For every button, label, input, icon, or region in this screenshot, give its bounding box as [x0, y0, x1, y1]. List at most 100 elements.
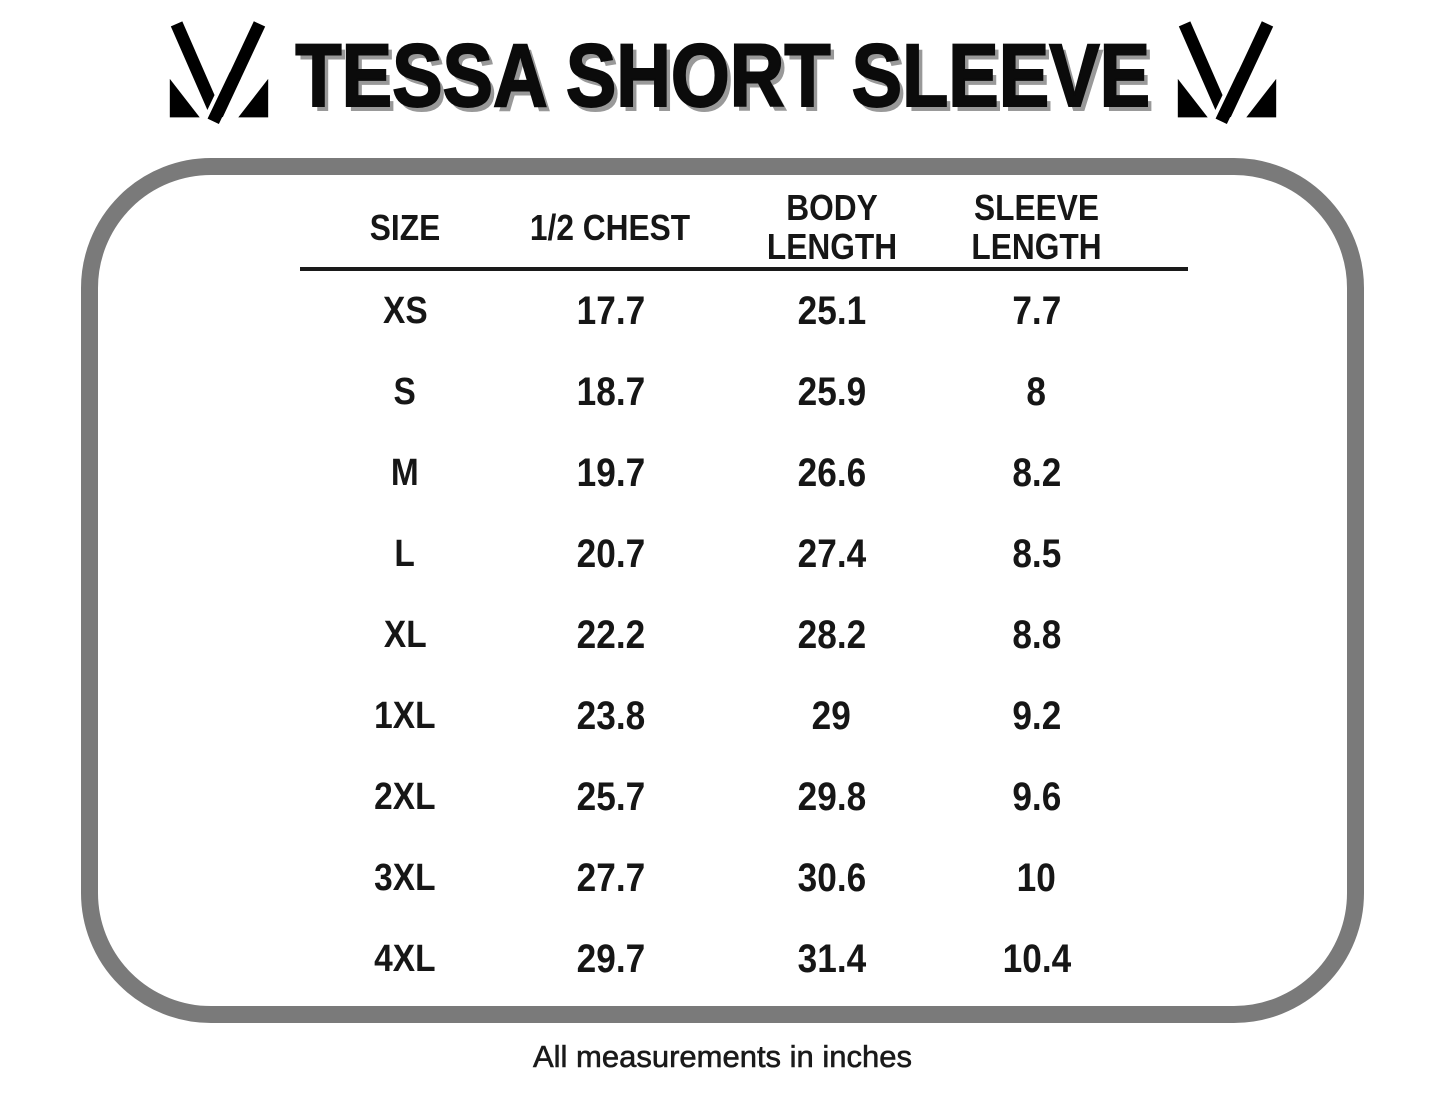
- half-chest-cell: 20.7: [510, 532, 711, 577]
- size-cell: 1XL: [300, 695, 510, 738]
- column-header-label: SIZE: [369, 206, 441, 248]
- sleeve-length-cell: 7.7: [952, 289, 1121, 334]
- body-length-cell: 25.9: [711, 370, 952, 415]
- half-chest-cell: 25.7: [510, 775, 711, 820]
- column-header-body-length: BODY LENGTH: [711, 187, 952, 267]
- sleeve-length-cell: 8.5: [952, 532, 1121, 577]
- table-row-xl: XL 22.2 28.2 8.8: [300, 595, 1188, 676]
- cell-value: 28.2: [797, 613, 866, 657]
- size-cell: M: [300, 452, 510, 495]
- body-length-cell: 29: [711, 694, 952, 739]
- cell-value: 8.8: [1012, 613, 1061, 657]
- cell-value: 4XL: [374, 938, 436, 980]
- cell-value: 29.8: [797, 775, 866, 819]
- cell-value: 8.2: [1012, 451, 1061, 495]
- cell-value: XL: [383, 614, 427, 656]
- size-chart-table: SIZE 1/2 CHEST BODY LENGTH SLEEVE LENGTH…: [300, 187, 1188, 1000]
- table-row-3xl: 3XL 27.7 30.6 10: [300, 838, 1188, 919]
- cell-value: 19.7: [576, 451, 645, 495]
- units-note: All measurements in inches: [532, 1039, 913, 1075]
- cell-value: 25.9: [797, 370, 866, 414]
- cell-value: 31.4: [797, 937, 866, 981]
- half-chest-cell: 27.7: [510, 856, 711, 901]
- table-row-l: L 20.7 27.4 8.5: [300, 514, 1188, 595]
- cell-value: L: [394, 533, 416, 575]
- table-row-m: M 19.7 26.6 8.2: [300, 433, 1188, 514]
- half-chest-cell: 17.7: [510, 289, 711, 334]
- cell-value: 29.7: [576, 937, 645, 981]
- body-length-cell: 30.6: [711, 856, 952, 901]
- cell-value: 17.7: [576, 289, 645, 333]
- cell-value: 3XL: [374, 857, 436, 899]
- cell-value: 20.7: [576, 532, 645, 576]
- cell-value: 2XL: [374, 776, 436, 818]
- cell-value: 25.7: [576, 775, 645, 819]
- table-row-2xl: 2XL 25.7 29.8 9.6: [300, 757, 1188, 838]
- table-body: XS 17.7 25.1 7.7 S 18.7 25.9 8 M 19.7 26…: [300, 271, 1188, 1000]
- size-cell: S: [300, 371, 510, 414]
- table-row-s: S 18.7 25.9 8: [300, 352, 1188, 433]
- half-chest-cell: 18.7: [510, 370, 711, 415]
- header-divider: [300, 267, 1188, 271]
- column-header-label: SLEEVE LENGTH: [971, 187, 1102, 267]
- body-length-cell: 31.4: [711, 937, 952, 982]
- table-row-4xl: 4XL 29.7 31.4 10.4: [300, 919, 1188, 1000]
- cell-value: S: [393, 371, 417, 413]
- column-header-size: SIZE: [300, 206, 510, 248]
- sleeve-length-cell: 9.2: [952, 694, 1121, 739]
- cell-value: 26.6: [797, 451, 866, 495]
- cell-value: 23.8: [576, 694, 645, 738]
- size-cell: 4XL: [300, 938, 510, 981]
- size-cell: XS: [300, 290, 510, 333]
- cell-value: 27.4: [797, 532, 866, 576]
- body-length-cell: 27.4: [711, 532, 952, 577]
- sleeve-length-cell: 8: [952, 370, 1121, 415]
- column-header-label: 1/2 CHEST: [530, 206, 691, 248]
- size-cell: L: [300, 533, 510, 576]
- cell-value: 10.4: [1002, 937, 1071, 981]
- cell-value: 10: [1016, 856, 1057, 900]
- body-length-cell: 29.8: [711, 775, 952, 820]
- column-header-label: BODY LENGTH: [766, 187, 897, 267]
- masthead: TESSA SHORT SLEEVE: [0, 0, 1445, 128]
- table-row-1xl: 1XL 23.8 29 9.2: [300, 676, 1188, 757]
- half-chest-cell: 23.8: [510, 694, 711, 739]
- body-length-cell: 26.6: [711, 451, 952, 496]
- table-row-xs: XS 17.7 25.1 7.7: [300, 271, 1188, 352]
- cell-value: 8: [1026, 370, 1047, 414]
- body-length-cell: 28.2: [711, 613, 952, 658]
- table-header-row: SIZE 1/2 CHEST BODY LENGTH SLEEVE LENGTH: [300, 187, 1188, 267]
- sleeve-length-cell: 9.6: [952, 775, 1121, 820]
- size-chart-panel: SIZE 1/2 CHEST BODY LENGTH SLEEVE LENGTH…: [81, 158, 1364, 1023]
- size-cell: 2XL: [300, 776, 510, 819]
- cell-value: XS: [382, 290, 428, 332]
- brand-m-logo-icon: [1163, 21, 1291, 129]
- body-length-cell: 25.1: [711, 289, 952, 334]
- column-header-half-chest: 1/2 CHEST: [510, 206, 711, 248]
- brand-m-logo-icon: [155, 21, 283, 129]
- cell-value: 1XL: [374, 695, 436, 737]
- page-title: TESSA SHORT SLEEVE: [294, 24, 1150, 125]
- cell-value: 9.6: [1012, 775, 1061, 819]
- half-chest-cell: 29.7: [510, 937, 711, 982]
- size-cell: 3XL: [300, 857, 510, 900]
- cell-value: 29: [811, 694, 852, 738]
- cell-value: 9.2: [1012, 694, 1061, 738]
- page-title-text: TESSA SHORT SLEEVE: [294, 24, 1150, 125]
- cell-value: M: [391, 452, 419, 494]
- sleeve-length-cell: 8.8: [952, 613, 1121, 658]
- cell-value: 22.2: [576, 613, 645, 657]
- cell-value: 30.6: [797, 856, 866, 900]
- sleeve-length-cell: 10: [952, 856, 1121, 901]
- cell-value: 8.5: [1012, 532, 1061, 576]
- sleeve-length-cell: 8.2: [952, 451, 1121, 496]
- size-cell: XL: [300, 614, 510, 657]
- cell-value: 25.1: [797, 289, 866, 333]
- column-header-sleeve-length: SLEEVE LENGTH: [952, 187, 1121, 267]
- cell-value: 7.7: [1012, 289, 1061, 333]
- cell-value: 27.7: [576, 856, 645, 900]
- half-chest-cell: 19.7: [510, 451, 711, 496]
- cell-value: 18.7: [576, 370, 645, 414]
- sleeve-length-cell: 10.4: [952, 937, 1121, 982]
